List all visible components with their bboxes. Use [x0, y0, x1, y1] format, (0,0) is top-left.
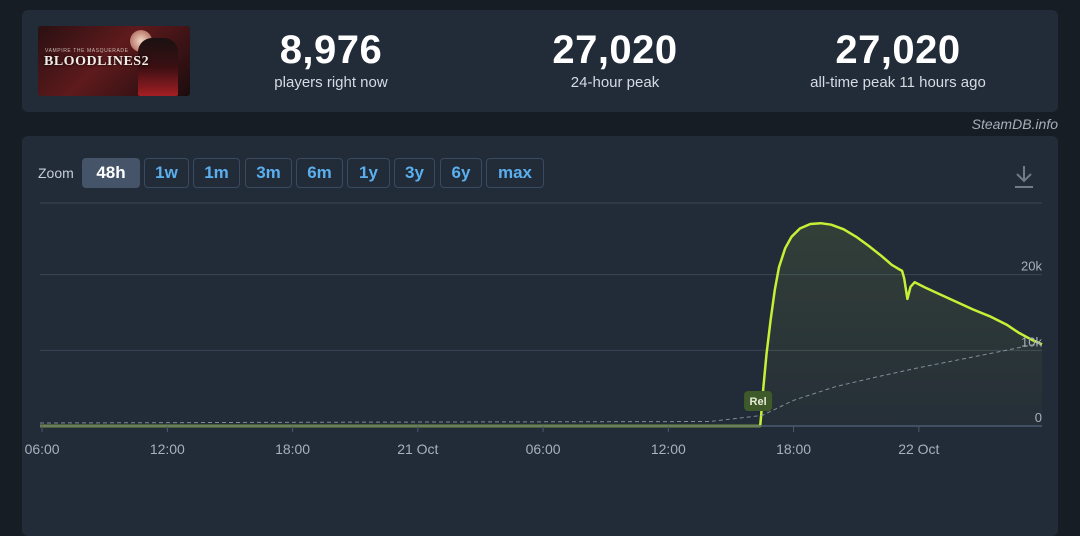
y-tick-label: 0 — [1035, 410, 1042, 425]
zoom-1w-button[interactable]: 1w — [144, 158, 189, 188]
player-stats-card: VAMPIRE THE MASQUERADE BLOODLINES2 8,976… — [22, 10, 1058, 112]
x-tick-label: 12:00 — [150, 441, 185, 457]
x-tick-label: 18:00 — [275, 441, 310, 457]
zoom-6m-button[interactable]: 6m — [296, 158, 343, 188]
download-icon[interactable] — [1012, 164, 1036, 190]
peak-24h-label: 24-hour peak — [570, 74, 660, 91]
release-marker-label: Rel — [750, 396, 767, 408]
all-time-peak-label: all-time peak 11 hours ago — [810, 74, 986, 91]
game-header-image[interactable]: VAMPIRE THE MASQUERADE BLOODLINES2 — [38, 26, 190, 96]
zoom-max-button[interactable]: max — [486, 158, 544, 188]
zoom-3y-button[interactable]: 3y — [394, 158, 435, 188]
player-count-chart: Rel 0 10k 20k 06:00 12:00 18:00 21 Oct 06:00 12:… — [25, 202, 1043, 457]
steamdb-credit-link[interactable]: SteamDB.info — [971, 116, 1058, 132]
stat-24h-peak: 27,020 24-hour peak — [495, 28, 735, 91]
release-marker-badge — [744, 391, 773, 411]
zoom-3m-button[interactable]: 3m — [245, 158, 292, 188]
stat-all-time-peak: 27,020 all-time peak 11 hours ago — [778, 28, 1018, 91]
y-tick-label: 20k — [1021, 259, 1042, 274]
peak-24h-value: 27,020 — [552, 28, 678, 72]
y-tick-label: 10k — [1021, 334, 1042, 349]
x-tick-label: 12:00 — [651, 441, 686, 457]
zoom-1m-button[interactable]: 1m — [193, 158, 240, 188]
x-tick-label: 21 Oct — [397, 441, 438, 457]
x-tick-label: 18:00 — [776, 441, 811, 457]
zoom-1y-button[interactable]: 1y — [347, 158, 390, 188]
game-logo-subtitle: VAMPIRE THE MASQUERADE — [45, 48, 129, 54]
zoom-label: Zoom — [38, 165, 74, 181]
players-line — [40, 221, 1043, 428]
vampire-figure-graphic — [138, 38, 178, 96]
current-players-label: players right now — [274, 74, 388, 91]
average-line — [39, 342, 1043, 424]
zoom-48h-button[interactable]: 48h — [82, 158, 140, 188]
player-chart-card: Zoom 48h 1w 1m 3m 6m 1y 3y 6y max Rel 0 1… — [22, 136, 1058, 536]
x-tick-label: 22 Oct — [898, 441, 939, 457]
stat-current-players: 8,976 players right now — [211, 28, 451, 91]
x-tick-label: 06:00 — [25, 441, 60, 457]
release-marker[interactable]: Rel — [744, 391, 773, 411]
all-time-peak-value: 27,020 — [835, 28, 961, 72]
x-tick-label: 06:00 — [526, 441, 561, 457]
current-players-value: 8,976 — [279, 28, 383, 72]
players-area — [40, 223, 1042, 426]
zoom-6y-button[interactable]: 6y — [440, 158, 482, 188]
game-logo-text: BLOODLINES2 — [44, 54, 150, 69]
